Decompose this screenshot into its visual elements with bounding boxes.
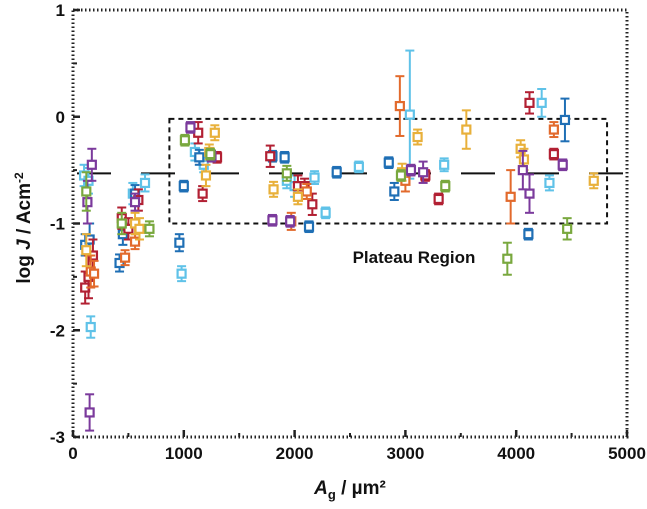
data-point [562, 217, 573, 241]
data-point [205, 147, 216, 161]
data-point [395, 169, 407, 182]
data-point [193, 121, 204, 145]
data-point [129, 233, 141, 251]
data-point [548, 147, 559, 161]
data-point [557, 158, 568, 172]
data-point [303, 220, 315, 234]
data-point [353, 160, 364, 174]
y-tick-label: 1 [56, 1, 65, 20]
y-axis-title-var: J [14, 239, 35, 250]
x-tick-label: 3000 [386, 444, 424, 463]
x-tick-label: 4000 [497, 444, 535, 463]
data-point [81, 171, 92, 212]
data-point [309, 170, 320, 186]
data-point [524, 91, 535, 115]
data-point [116, 211, 127, 236]
data-point [292, 188, 304, 206]
plateau-box [168, 117, 609, 225]
data-point [268, 180, 279, 198]
data-point [505, 169, 516, 225]
data-point [85, 315, 96, 339]
x-tick-label: 0 [68, 444, 77, 463]
data-point [502, 241, 513, 276]
data-point [144, 220, 155, 238]
data-point [320, 206, 331, 220]
y-tick-label: -3 [50, 428, 65, 447]
data-point [176, 265, 187, 283]
data-point [279, 150, 290, 164]
data-point [265, 144, 276, 168]
data-point [301, 183, 312, 200]
plateau-region-label: Plateau Region [353, 248, 476, 267]
data-point [209, 124, 220, 142]
y-axis-title-prefix: log [14, 250, 35, 284]
data-point [412, 128, 423, 146]
data-point [389, 181, 400, 202]
data-point [548, 121, 559, 139]
y-tick-label: -2 [50, 321, 65, 340]
data-point [461, 109, 472, 150]
data-point [185, 121, 196, 134]
x-axis-ticks: 0 1000 2000 3000 4000 5000 [68, 430, 646, 463]
y-axis-title-sup: -2 [12, 172, 26, 183]
data-point [139, 173, 151, 193]
reference-layer [77, 117, 623, 225]
data-point [524, 173, 535, 214]
data-point [544, 174, 555, 192]
data-point [178, 179, 189, 193]
y-tick-label: 0 [56, 108, 65, 127]
data-point [88, 259, 100, 288]
x-tick-label: 2000 [276, 444, 314, 463]
data-point [517, 149, 528, 191]
x-tick-label: 5000 [608, 444, 646, 463]
y-axis-title: log J / Acm-2 [12, 172, 35, 284]
data-point [559, 97, 571, 143]
data-point [86, 147, 97, 182]
data-point [134, 217, 145, 241]
data-point [285, 215, 296, 228]
data-point [433, 192, 444, 206]
data-point [197, 185, 208, 203]
x-axis-title: Ag / µm² [313, 478, 386, 502]
y-tick-label: -1 [50, 215, 65, 234]
y-axis-ticks: -3 -2 -1 0 1 [50, 1, 80, 447]
data-point [81, 233, 92, 268]
data-point [418, 160, 429, 184]
data-point [281, 164, 292, 182]
data-point [439, 157, 450, 173]
data-points [78, 49, 599, 432]
data-point [129, 192, 141, 212]
data-point [307, 192, 318, 216]
x-axis-title-rest: / µm² [336, 478, 386, 499]
data-point [394, 75, 405, 137]
data-point [200, 163, 212, 188]
data-point [536, 87, 547, 118]
data-point [588, 172, 599, 190]
x-axis-title-sub: g [328, 487, 336, 502]
data-point [405, 163, 417, 177]
data-point [174, 233, 185, 253]
data-point [84, 393, 95, 432]
data-point [383, 156, 394, 169]
data-point [119, 249, 131, 267]
data-point [179, 133, 191, 147]
x-tick-label: 1000 [165, 444, 203, 463]
data-point [523, 227, 534, 241]
data-point [404, 49, 415, 180]
x-axis-title-main: A [313, 478, 328, 499]
data-point [267, 213, 278, 227]
data-point [331, 165, 342, 179]
y-axis-title-rest: / Acm [14, 183, 35, 239]
data-point [440, 179, 451, 193]
